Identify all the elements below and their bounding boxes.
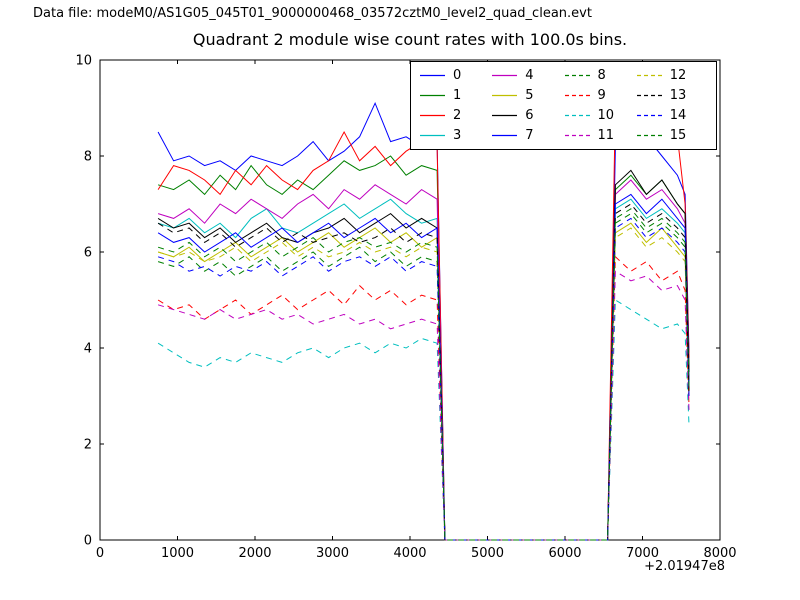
legend-entry-3: 3 [419, 129, 491, 142]
legend-entry-1: 1 [419, 89, 491, 102]
y-tick-label: 2 [84, 438, 92, 453]
x-tick-label: 0 [96, 546, 104, 561]
x-tick-label: 1000 [161, 546, 194, 561]
legend-entry-6: 6 [491, 109, 563, 122]
legend-label: 10 [597, 108, 615, 124]
legend-label: 7 [525, 128, 534, 144]
legend-line-sample [564, 94, 590, 97]
y-tick-label: 6 [84, 246, 92, 261]
legend-line-sample [420, 94, 445, 97]
series-line-10 [157, 299, 690, 541]
series-line-6 [157, 169, 690, 541]
legend-label: 0 [453, 67, 462, 83]
y-tick-label: 0 [84, 534, 92, 549]
legend-line-sample [492, 114, 518, 117]
legend-line-sample [564, 114, 590, 117]
y-tick-label: 4 [84, 342, 92, 357]
x-axis-offset-label: +2.01947e8 [644, 559, 725, 574]
legend-label: 4 [525, 67, 534, 83]
x-tick-label: 5000 [471, 546, 504, 561]
legend: 0 1 2 3 4 5 6 7 8 9 10 11 12 13 14 15 [410, 61, 717, 150]
data-file-label: Data file: modeM0/AS1G05_045T01_90000004… [33, 6, 592, 21]
legend-entry-15: 15 [636, 129, 708, 142]
legend-label: 1 [453, 87, 462, 103]
legend-label: 6 [525, 108, 534, 124]
y-tick-label: 10 [75, 54, 92, 69]
legend-label: 14 [669, 108, 687, 124]
series-line-3 [157, 198, 690, 541]
x-tick-label: 3000 [316, 546, 349, 561]
legend-line-sample [420, 135, 445, 137]
legend-entry-13: 13 [636, 89, 708, 102]
series-line-12 [157, 227, 690, 541]
series-line-9 [157, 255, 690, 541]
legend-line-sample [420, 114, 445, 117]
legend-label: 12 [669, 67, 687, 83]
legend-label: 11 [597, 128, 615, 144]
series-line-4 [157, 179, 690, 541]
series-line-11 [157, 270, 690, 541]
legend-line-sample [636, 74, 662, 76]
plot-title: Quadrant 2 module wise count rates with … [192, 30, 628, 49]
legend-entry-11: 11 [564, 129, 636, 142]
series-line-8 [157, 212, 690, 541]
x-tick-label: 2000 [238, 546, 271, 561]
legend-line-sample [492, 94, 518, 97]
x-tick-label: 4000 [393, 546, 426, 561]
series-line-5 [157, 222, 690, 541]
legend-entry-14: 14 [636, 109, 708, 122]
legend-line-sample [636, 114, 662, 117]
x-tick-label: 6000 [548, 546, 581, 561]
legend-label: 13 [669, 87, 687, 103]
legend-label: 2 [453, 108, 462, 124]
legend-entry-12: 12 [636, 69, 708, 82]
legend-entry-7: 7 [491, 129, 563, 142]
x-tick-label: 8000 [703, 546, 736, 561]
legend-entry-0: 0 [419, 69, 491, 82]
legend-label: 15 [669, 128, 687, 144]
legend-line-sample [492, 74, 518, 76]
legend-entry-5: 5 [491, 89, 563, 102]
legend-label: 9 [597, 87, 606, 103]
legend-line-sample [564, 74, 590, 76]
series-line-1 [157, 155, 690, 541]
legend-entry-8: 8 [564, 69, 636, 82]
series-line-13 [157, 203, 690, 541]
y-tick-label: 8 [84, 150, 92, 165]
legend-label: 5 [525, 87, 534, 103]
legend-line-sample [636, 135, 662, 137]
series-line-7 [157, 193, 690, 541]
legend-line-sample [636, 94, 662, 97]
legend-label: 3 [453, 128, 462, 144]
x-tick-label: 7000 [626, 546, 659, 561]
legend-label: 8 [597, 67, 606, 83]
legend-entry-9: 9 [564, 89, 636, 102]
legend-entry-4: 4 [491, 69, 563, 82]
legend-line-sample [492, 135, 518, 137]
series-line-15 [157, 208, 690, 541]
legend-line-sample [564, 135, 590, 137]
series-line-14 [157, 217, 690, 541]
legend-entry-10: 10 [564, 109, 636, 122]
legend-entry-2: 2 [419, 109, 491, 122]
legend-line-sample [420, 74, 445, 76]
